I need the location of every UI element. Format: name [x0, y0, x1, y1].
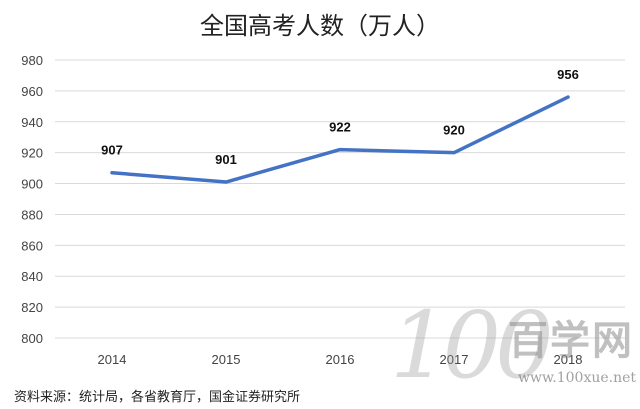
- x-tick-label: 2015: [212, 352, 241, 367]
- y-tick-label: 800: [21, 331, 43, 346]
- data-label: 901: [215, 152, 237, 167]
- x-tick-label: 2018: [554, 352, 583, 367]
- data-label: 920: [443, 123, 465, 138]
- series-line-group: [110, 95, 570, 184]
- data-label: 956: [557, 67, 579, 82]
- y-tick-label: 840: [21, 269, 43, 284]
- y-axis-tick-labels: 800 820 840 860 880 900 920 940 960 980: [21, 53, 43, 346]
- x-axis-tick-labels: 2014 2015 2016 2017 2018: [98, 352, 583, 367]
- data-labels: 907 901 922 920 956: [101, 67, 579, 167]
- watermark-url: www.100xue.net: [518, 370, 637, 386]
- data-label: 907: [101, 143, 123, 158]
- series-line: [110, 95, 570, 184]
- gridlines: [55, 59, 625, 339]
- x-tick-label: 2014: [98, 352, 127, 367]
- watermark-number: 100: [390, 292, 554, 399]
- data-label: 922: [329, 120, 351, 135]
- x-tick-label: 2017: [440, 352, 469, 367]
- y-tick-label: 820: [21, 300, 43, 315]
- y-tick-label: 860: [21, 238, 43, 253]
- source-note: 资料来源：统计局，各省教育厅，国金证券研究所: [14, 390, 301, 405]
- y-tick-label: 880: [21, 207, 43, 222]
- y-tick-label: 900: [21, 177, 43, 192]
- y-tick-label: 940: [21, 115, 43, 130]
- x-tick-label: 2016: [326, 352, 355, 367]
- watermark-logo: 100 百学网 www.100xue.net: [390, 292, 637, 399]
- watermark-brand: 百学网: [508, 318, 634, 364]
- y-tick-label: 920: [21, 146, 43, 161]
- chart-title: 全国高考人数（万人）: [200, 12, 440, 40]
- y-tick-label: 980: [21, 53, 43, 68]
- y-tick-label: 960: [21, 84, 43, 99]
